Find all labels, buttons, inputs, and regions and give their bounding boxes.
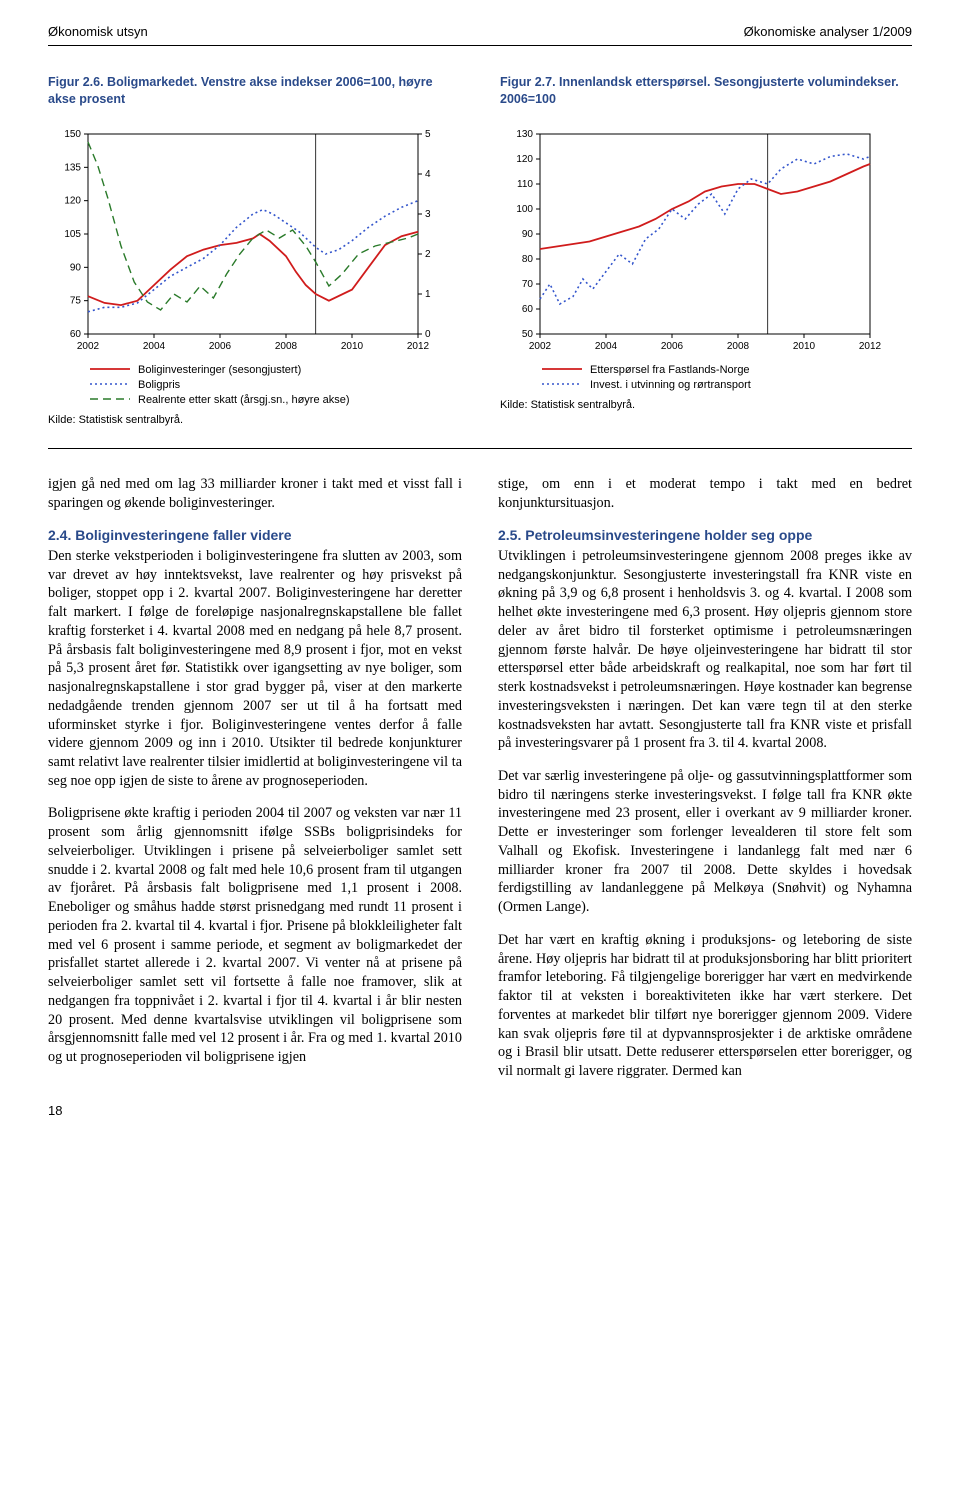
svg-text:2002: 2002 <box>77 341 100 352</box>
svg-text:2010: 2010 <box>341 341 364 352</box>
svg-text:130: 130 <box>516 129 533 140</box>
svg-text:105: 105 <box>64 229 81 240</box>
body-col-left: igjen gå ned med om lag 33 milliarder kr… <box>48 475 462 1095</box>
fig1-title: Figur 2.6. Boligmarkedet. Venstre akse i… <box>48 74 460 110</box>
svg-text:2004: 2004 <box>143 341 166 352</box>
svg-text:2010: 2010 <box>793 341 816 352</box>
svg-text:120: 120 <box>516 154 533 165</box>
fig1-source: Kilde: Statistisk sentralbyrå. <box>48 414 460 426</box>
svg-text:2: 2 <box>425 249 431 260</box>
legend-item: Realrente etter skatt (årsgj.sn., høyre … <box>90 394 460 406</box>
svg-text:1: 1 <box>425 289 431 300</box>
figure-2-6: Figur 2.6. Boligmarkedet. Venstre akse i… <box>48 74 460 426</box>
page-number: 18 <box>48 1103 912 1118</box>
right-intro: stige, om enn i et moderat tempo i takt … <box>498 475 912 512</box>
fig2-legend: Etterspørsel fra Fastlands-Norge Invest. … <box>500 364 912 391</box>
header-left: Økonomisk utsyn <box>48 24 148 39</box>
left-p2: Boligprisene økte kraftig i perioden 200… <box>48 804 462 1066</box>
svg-text:2008: 2008 <box>727 341 750 352</box>
right-p1: Utviklingen i petroleumsinvesteringene g… <box>498 547 912 753</box>
svg-text:110: 110 <box>517 179 533 190</box>
header-right: Økonomiske analyser 1/2009 <box>744 24 912 39</box>
svg-text:120: 120 <box>64 196 81 207</box>
svg-text:2012: 2012 <box>859 341 882 352</box>
fig2-chart: 2002 2004 2006 2008 2010 2012 50 60 70 80 90 100 110… <box>500 124 900 354</box>
fig2-chart-wrap: 2002 2004 2006 2008 2010 2012 50 60 70 80 90 100 110… <box>500 124 912 354</box>
section-2-5-heading: 2.5. Petroleumsinvesteringene holder seg… <box>498 526 912 544</box>
svg-text:90: 90 <box>522 229 534 240</box>
figures-rule <box>48 448 912 449</box>
section-2-4-heading: 2.4. Boliginvesteringene faller videre <box>48 526 462 544</box>
fig2-source: Kilde: Statistisk sentralbyrå. <box>500 399 912 411</box>
svg-text:150: 150 <box>64 129 81 140</box>
svg-text:2006: 2006 <box>661 341 684 352</box>
svg-text:90: 90 <box>70 262 82 273</box>
svg-text:5: 5 <box>425 129 431 140</box>
svg-text:0: 0 <box>425 329 431 340</box>
legend-item: Boligpris <box>90 379 460 391</box>
svg-text:2006: 2006 <box>209 341 232 352</box>
svg-text:2008: 2008 <box>275 341 298 352</box>
svg-text:75: 75 <box>70 296 82 307</box>
right-p3: Det har vært en kraftig økning i produks… <box>498 931 912 1081</box>
body-columns: igjen gå ned med om lag 33 milliarder kr… <box>48 475 912 1095</box>
running-header: Økonomisk utsyn Økonomiske analyser 1/20… <box>48 24 912 39</box>
fig1-legend: Boliginvesteringer (sesongjustert) Boligp… <box>48 364 460 406</box>
svg-text:2002: 2002 <box>529 341 552 352</box>
legend-item: Etterspørsel fra Fastlands-Norge <box>542 364 912 376</box>
body-col-right: stige, om enn i et moderat tempo i takt … <box>498 475 912 1095</box>
svg-text:100: 100 <box>516 204 533 215</box>
svg-text:2004: 2004 <box>595 341 618 352</box>
fig1-chart: 2002200420062008201020126075901051201351… <box>48 124 448 354</box>
legend-item: Boliginvesteringer (sesongjustert) <box>90 364 460 376</box>
right-p2: Det var særlig investeringene på olje- o… <box>498 767 912 917</box>
legend-item: Invest. i utvinning og rørtransport <box>542 379 912 391</box>
left-p1: Den sterke vekstperioden i boliginvester… <box>48 547 462 791</box>
header-rule <box>48 45 912 46</box>
svg-text:4: 4 <box>425 169 431 180</box>
svg-text:70: 70 <box>522 279 534 290</box>
fig1-chart-wrap: 2002200420062008201020126075901051201351… <box>48 124 460 354</box>
svg-text:60: 60 <box>522 304 534 315</box>
svg-text:135: 135 <box>64 162 81 173</box>
svg-text:60: 60 <box>70 329 82 340</box>
svg-text:50: 50 <box>522 329 534 340</box>
figures-row: Figur 2.6. Boligmarkedet. Venstre akse i… <box>48 74 912 426</box>
fig2-title: Figur 2.7. Innenlandsk etterspørsel. Ses… <box>500 74 912 110</box>
svg-text:80: 80 <box>522 254 534 265</box>
left-intro: igjen gå ned med om lag 33 milliarder kr… <box>48 475 462 512</box>
svg-text:2012: 2012 <box>407 341 430 352</box>
figure-2-7: Figur 2.7. Innenlandsk etterspørsel. Ses… <box>500 74 912 426</box>
svg-text:3: 3 <box>425 209 431 220</box>
